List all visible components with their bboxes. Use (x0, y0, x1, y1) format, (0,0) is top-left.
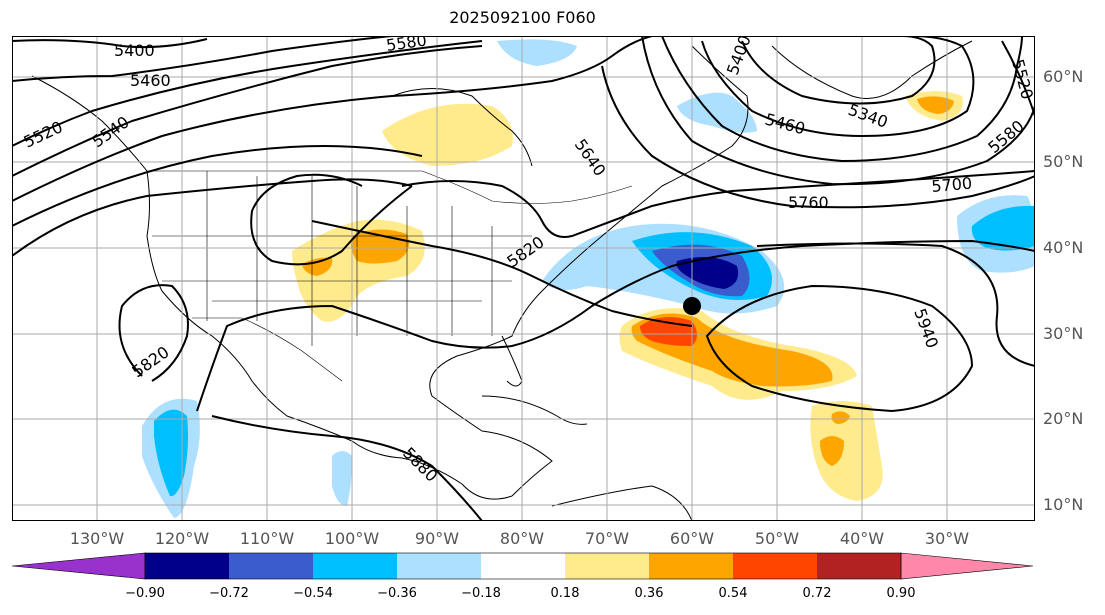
colorbar-frame (144, 552, 902, 580)
contour-5880-east (756, 242, 1035, 367)
colorbar-tick-label: −0.90 (125, 586, 165, 601)
lon-label: 120°W (154, 529, 210, 548)
colorbar-swatch (565, 553, 649, 579)
lat-label: 50°N (1043, 152, 1084, 171)
contour-5700-west (12, 145, 423, 227)
contour-label: 5760 (788, 193, 829, 212)
colorbar-tick-label: −0.18 (461, 586, 501, 601)
coast-cuba (481, 395, 588, 425)
shade-labrador-blue (677, 92, 757, 133)
border-us-canada (147, 170, 633, 204)
coast-west-north-america (31, 75, 288, 417)
contour-5460-west (12, 36, 393, 82)
colorbar-tick-label: −0.54 (293, 586, 333, 601)
colorbar-swatch (649, 553, 733, 579)
colorbar-swatch (733, 553, 817, 579)
lon-label: 110°W (239, 529, 295, 548)
colorbar-swatch (817, 553, 901, 579)
storm-center-marker (683, 297, 701, 315)
contour-5520-west (12, 40, 483, 147)
lon-label: 130°W (69, 529, 125, 548)
shade-plains-orange-1 (302, 257, 333, 276)
lat-label: 30°N (1043, 324, 1084, 343)
lat-label: 40°N (1043, 238, 1084, 257)
contour-east-arc (1001, 40, 1035, 117)
contour-5580-west (12, 45, 483, 177)
colorbar (11, 552, 1034, 580)
contour-label: 5580 (385, 36, 428, 55)
lat-label: 10°N (1043, 495, 1084, 514)
lon-label: 100°W (324, 529, 380, 548)
lat-label: 20°N (1043, 409, 1084, 428)
colorbar-tick-label: −0.72 (209, 586, 249, 601)
contour-5940-outer (211, 415, 483, 521)
coast-gulf (286, 415, 513, 500)
contour-5820-pacific (118, 284, 189, 382)
lon-label: 80°W (499, 529, 545, 548)
border-us-mexico (192, 317, 343, 382)
colorbar-swatch (145, 553, 229, 579)
colorbar-swatch (481, 553, 565, 579)
shade-greenland-orange (917, 96, 954, 114)
shade-north-atlantic-blue (497, 39, 577, 66)
colorbar-swatch (229, 553, 313, 579)
contour-5640-west (12, 36, 653, 202)
coast-east (429, 45, 749, 497)
colorbar-swatch (397, 553, 481, 579)
shade-pacific-small-blue (332, 451, 352, 506)
lon-label: 90°W (414, 529, 460, 548)
map-frame (12, 36, 1035, 521)
lat-label: 60°N (1043, 67, 1084, 86)
lon-label: 60°W (669, 529, 715, 548)
contour-5820-plains (250, 173, 413, 266)
contour-low-5 (601, 65, 1035, 209)
borders (147, 170, 633, 382)
coast-greenland (771, 40, 973, 99)
colorbar-high-extend (900, 552, 1034, 580)
lon-label: 40°W (839, 529, 885, 548)
lon-label: 50°W (754, 529, 800, 548)
colorbar-tick-label: 0.54 (718, 586, 748, 601)
contour-5880-south (196, 220, 1035, 412)
lon-label: 70°W (584, 529, 630, 548)
coast-hudson (391, 88, 533, 167)
colorbar-swatch (313, 553, 397, 579)
colorbar-tick-label: 0.36 (634, 586, 664, 601)
contour-5820-lakes (401, 170, 1035, 238)
shade-tropics-yellow (810, 401, 883, 501)
shade-tropics-orange-2 (831, 411, 850, 424)
colorbar-tick-label: 0.18 (550, 586, 580, 601)
anomaly-shading (142, 39, 1035, 518)
shade-pacific-cyan (154, 409, 188, 497)
colorbar-tick-label: 0.90 (886, 586, 916, 601)
contour-low-2 (741, 36, 936, 105)
contour-5400-west (12, 38, 208, 49)
shade-canada-yellow (382, 103, 513, 166)
contour-label: 5400 (114, 41, 155, 60)
contour-5760-upper (12, 178, 413, 257)
contour-low-3 (661, 36, 1023, 163)
shade-right-edge-cyan (971, 205, 1035, 251)
colorbar-tick-label: −0.36 (377, 586, 417, 601)
height-contours (12, 36, 1035, 521)
map-title: 2025092100 F060 (449, 8, 596, 27)
colorbar-tick-label: 0.72 (802, 586, 832, 601)
shade-tropics-orange-1 (820, 436, 844, 466)
lon-label: 30°W (924, 529, 970, 548)
map-panel: 5400 5460 5520 5540 5580 5400 5340 5460 … (12, 36, 1035, 521)
contour-label: 5460 (130, 71, 171, 90)
contour-low-4 (641, 36, 1035, 186)
contour-low-1 (701, 36, 975, 138)
coastlines (31, 40, 973, 521)
colorbar-low-extend (11, 552, 146, 580)
contour-5940-ring (705, 284, 974, 413)
gridlines (12, 36, 1035, 521)
contour-label: 5700 (931, 174, 973, 196)
